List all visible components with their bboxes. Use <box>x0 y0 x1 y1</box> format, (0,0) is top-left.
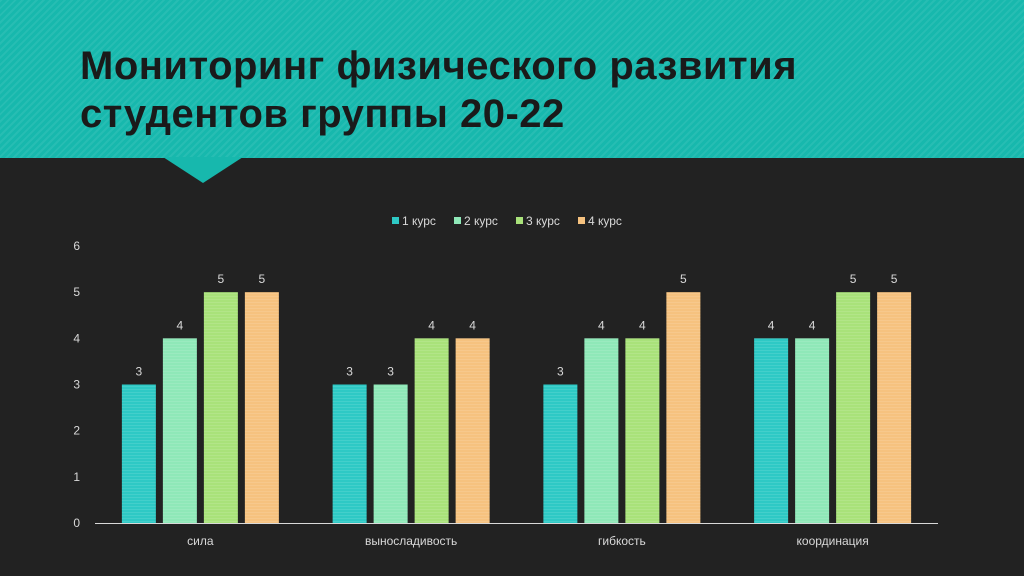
legend-label: 3 курс <box>526 214 560 228</box>
legend-swatch <box>392 217 399 224</box>
legend-label: 1 курс <box>402 214 436 228</box>
x-tick-label: сила <box>187 534 214 548</box>
data-label: 4 <box>469 318 476 332</box>
header-banner <box>0 0 1024 158</box>
data-label: 4 <box>639 318 646 332</box>
title-line-1: Мониторинг физического развития <box>80 44 798 88</box>
data-label: 5 <box>680 272 687 286</box>
data-label: 4 <box>768 318 775 332</box>
title-line-2: студентов группы 20-22 <box>80 92 565 136</box>
y-tick-label: 5 <box>73 285 80 299</box>
bar-texture <box>244 292 279 523</box>
bar-texture <box>666 292 701 523</box>
bar-texture <box>877 292 912 523</box>
x-axis: сила выносладивость гибкость координация <box>95 523 938 548</box>
bar-texture <box>332 384 367 523</box>
bar-texture <box>543 384 578 523</box>
bar-texture <box>584 338 619 523</box>
bar-texture <box>203 292 238 523</box>
bars: 3 4 5 5 3 3 4 4 3 4 4 5 4 4 5 5 <box>121 272 912 523</box>
header-notch <box>163 157 243 183</box>
data-label: 3 <box>346 365 353 379</box>
y-tick-label: 2 <box>73 424 80 438</box>
data-label: 4 <box>598 318 605 332</box>
data-label: 5 <box>850 272 857 286</box>
x-tick-label: гибкость <box>598 534 646 548</box>
legend-swatch <box>454 217 461 224</box>
bar-texture <box>162 338 197 523</box>
y-tick-label: 3 <box>73 378 80 392</box>
bar-texture <box>455 338 490 523</box>
y-axis: 0 1 2 3 4 5 6 <box>73 239 80 530</box>
page-title: Мониторинг физического развития студенто… <box>80 42 980 138</box>
bar-texture <box>754 338 789 523</box>
data-label: 5 <box>259 272 266 286</box>
data-label: 3 <box>387 365 394 379</box>
data-label: 4 <box>809 318 816 332</box>
y-tick-label: 6 <box>73 239 80 253</box>
bar-texture <box>414 338 449 523</box>
x-tick-label: выносладивость <box>365 534 457 548</box>
bar-texture <box>625 338 660 523</box>
legend-label: 2 курс <box>464 214 498 228</box>
bar-texture <box>795 338 830 523</box>
x-tick-label: координация <box>797 534 869 548</box>
data-label: 4 <box>177 318 184 332</box>
bar-texture <box>836 292 871 523</box>
bar-texture <box>373 384 408 523</box>
legend-swatch <box>578 217 585 224</box>
bar-texture <box>121 384 156 523</box>
data-label: 4 <box>428 318 435 332</box>
chart-legend: 1 курс 2 курс 3 курс 4 курс <box>392 214 622 228</box>
data-label: 5 <box>891 272 898 286</box>
data-label: 3 <box>136 365 143 379</box>
y-tick-label: 4 <box>73 331 80 345</box>
y-tick-label: 0 <box>73 516 80 530</box>
legend-swatch <box>516 217 523 224</box>
legend-label: 4 курс <box>588 214 622 228</box>
y-tick-label: 1 <box>73 470 80 484</box>
data-label: 3 <box>557 365 564 379</box>
data-label: 5 <box>218 272 225 286</box>
